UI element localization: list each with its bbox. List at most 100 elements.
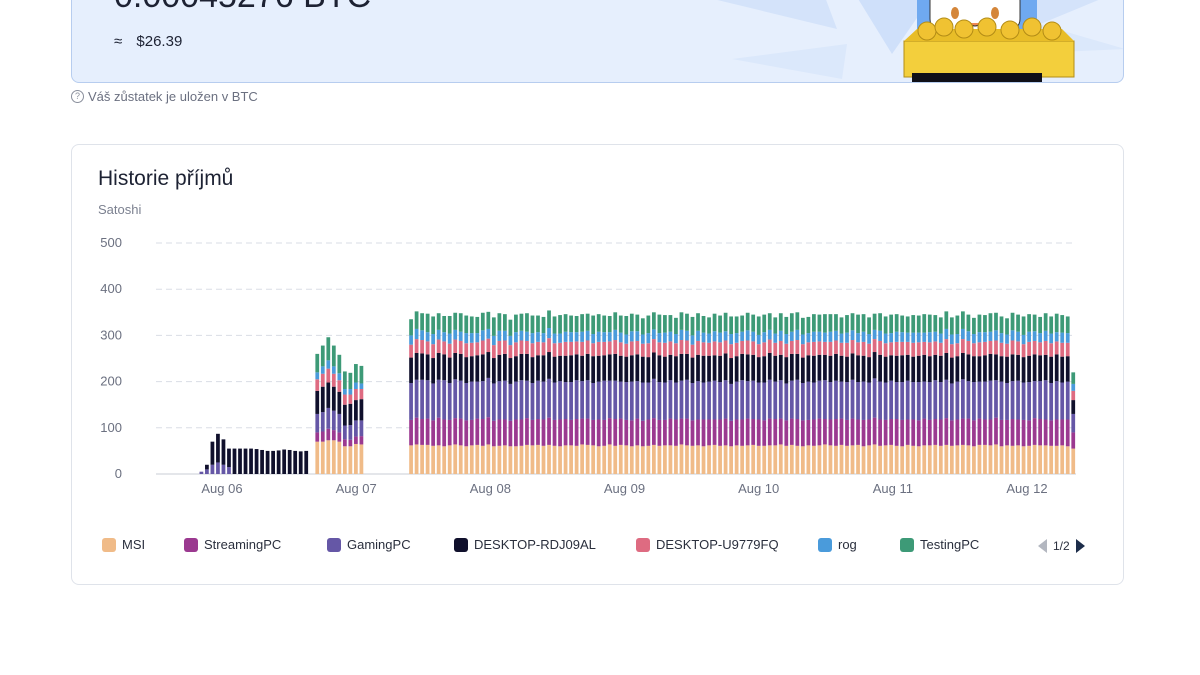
bar-segment — [834, 445, 838, 474]
bar-segment — [1021, 316, 1026, 335]
bar-segment — [447, 382, 452, 420]
bar-segment — [850, 340, 855, 354]
bar-segment — [624, 334, 629, 344]
bar-segment — [519, 445, 524, 474]
bar-segment — [729, 383, 733, 421]
bar-segment — [916, 446, 921, 474]
bar-segment — [789, 380, 794, 419]
bar-segment — [651, 339, 656, 353]
chevron-right-icon[interactable] — [1075, 539, 1085, 553]
legend-item[interactable]: StreamingPC — [184, 537, 281, 552]
legend-item[interactable]: TestingPC — [900, 537, 979, 552]
bar-segment — [1027, 420, 1031, 446]
bar-segment — [232, 448, 237, 474]
legend-item[interactable]: MSI — [102, 537, 145, 552]
bar-segment — [464, 333, 469, 344]
bar-segment — [348, 394, 353, 404]
bar-segment — [453, 339, 458, 353]
bar-segment — [436, 417, 441, 446]
bar-segment — [679, 329, 684, 341]
bar-segment — [420, 379, 424, 420]
bar-segment — [690, 445, 695, 474]
bar-segment — [359, 444, 364, 474]
bar-segment — [469, 445, 474, 474]
bar-segment — [552, 316, 557, 334]
bar-segment — [491, 420, 496, 447]
x-tick-label: Aug 07 — [336, 481, 377, 496]
bar-segment — [331, 386, 336, 411]
bar-segment — [409, 445, 413, 474]
bar-segment — [530, 315, 535, 334]
legend-item[interactable]: rog — [818, 537, 857, 552]
bar-segment — [541, 342, 546, 356]
bar-segment — [938, 355, 943, 383]
bar-segment — [944, 328, 949, 340]
bar-segment — [420, 353, 424, 380]
bar-segment — [966, 445, 971, 474]
bar-segment — [491, 383, 496, 421]
bar-segment — [916, 420, 921, 447]
bar-segment — [640, 334, 645, 344]
chevron-left-icon[interactable] — [1038, 539, 1047, 553]
bar-segment — [778, 313, 783, 331]
bar-segment — [834, 330, 838, 341]
legend-item[interactable]: GamingPC — [327, 537, 411, 552]
bar-segment — [674, 343, 678, 357]
bar-segment — [580, 331, 585, 342]
bar-segment — [883, 419, 888, 446]
bar-segment — [707, 445, 711, 474]
bar-segment — [812, 341, 816, 356]
bar-segment — [1005, 318, 1009, 335]
legend-item[interactable]: DESKTOP-RDJ09AL — [454, 537, 596, 552]
help-circle-icon[interactable]: ? — [71, 90, 84, 103]
bar-segment — [685, 330, 689, 341]
bar-segment — [812, 314, 816, 332]
bar-segment — [514, 342, 518, 357]
bar-segment — [861, 446, 866, 474]
bar-segment — [839, 355, 844, 382]
bar-segment — [972, 343, 976, 357]
bar-segment — [1071, 383, 1076, 391]
bar-segment — [420, 340, 424, 354]
bar-segment — [453, 312, 458, 330]
bar-segment — [740, 445, 745, 474]
bar-segment — [480, 312, 485, 331]
bar-segment — [745, 312, 750, 331]
bar-segment — [944, 379, 949, 419]
bar-segment — [712, 331, 717, 342]
bar-segment — [734, 333, 739, 343]
bar-segment — [480, 354, 485, 382]
bar-segment — [602, 380, 607, 420]
legend-label: rog — [838, 537, 857, 552]
bar-segment — [1005, 343, 1009, 357]
legend-swatch — [900, 537, 914, 552]
bar-segment — [961, 328, 965, 340]
bar-segment — [569, 315, 573, 333]
bar-segment — [795, 419, 800, 446]
bar-segment — [1049, 382, 1054, 421]
bar-segment — [938, 445, 943, 474]
bar-segment — [994, 444, 998, 474]
bar-segment — [795, 312, 800, 330]
bar-segment — [1005, 334, 1009, 344]
bar-segment — [657, 355, 662, 383]
bar-segment — [1054, 313, 1059, 333]
bar-segment — [337, 373, 342, 381]
bar-segment — [1065, 381, 1070, 420]
bar-segment — [1071, 432, 1076, 449]
bar-segment — [856, 333, 860, 343]
bar-segment — [812, 419, 816, 446]
bar-segment — [800, 344, 805, 358]
bar-segment — [530, 357, 535, 383]
bar-segment — [756, 316, 761, 335]
bar-segment — [867, 334, 871, 344]
bar-segment — [265, 450, 270, 474]
bar-segment — [580, 314, 585, 332]
legend-item[interactable]: DESKTOP-U9779FQ — [636, 537, 779, 552]
bar-segment — [447, 333, 452, 344]
bar-segment — [806, 316, 811, 334]
bar-segment — [602, 355, 607, 381]
bar-segment — [927, 445, 932, 474]
bar-segment — [944, 339, 949, 353]
bar-segment — [337, 354, 342, 374]
